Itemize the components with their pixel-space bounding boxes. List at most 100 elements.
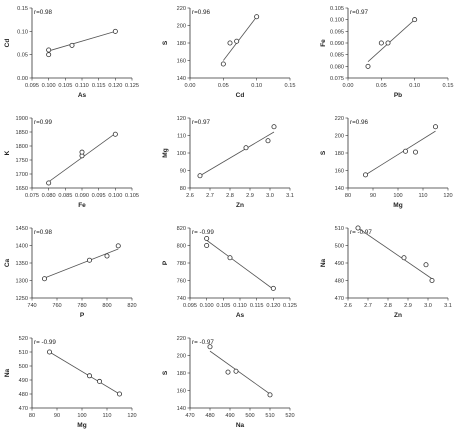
x-tick-label: 760 bbox=[52, 303, 61, 309]
data-point bbox=[363, 172, 369, 178]
x-tick-label: 0.15 bbox=[285, 83, 296, 89]
correlation-label: r=0.97 bbox=[350, 9, 369, 16]
correlation-label: r=0.98 bbox=[34, 229, 53, 236]
y-tick-label: 780 bbox=[177, 261, 186, 267]
y-tick-label: 0.105 bbox=[330, 6, 344, 12]
y-axis-label: K bbox=[4, 150, 11, 155]
x-tick-label: 0.095 bbox=[183, 303, 197, 309]
y-tick-label: 160 bbox=[177, 389, 186, 395]
data-point bbox=[413, 149, 419, 155]
y-tick-label: 80 bbox=[180, 186, 186, 192]
y-tick-label: 1750 bbox=[16, 158, 28, 164]
x-tick-label: 0.125 bbox=[283, 303, 297, 309]
x-tick-label: 470 bbox=[185, 413, 194, 419]
correlation-label: r=0.96 bbox=[192, 9, 211, 16]
data-point bbox=[365, 63, 371, 69]
x-tick-label: 820 bbox=[127, 303, 136, 309]
y-axis-label: S bbox=[320, 150, 327, 155]
x-axis-label: Na bbox=[236, 422, 245, 429]
correlation-label: r= -0.99 bbox=[192, 229, 214, 236]
y-tick-label: 200 bbox=[335, 134, 344, 140]
data-point bbox=[117, 391, 123, 397]
scatter-panel-9: 2.6 2.7 2.8 2.9 3.0 3.1 470 480 490 500 510 Zn Na r= … bbox=[320, 225, 452, 319]
data-point bbox=[225, 369, 231, 375]
y-tick-label: 820 bbox=[177, 226, 186, 232]
y-tick-label: 140 bbox=[177, 406, 186, 412]
y-tick-label: 180 bbox=[335, 151, 344, 157]
x-tick-label: 2.6 bbox=[186, 193, 194, 199]
y-tick-label: 510 bbox=[19, 350, 28, 356]
data-point bbox=[69, 42, 75, 48]
y-axis-label: Ca bbox=[4, 258, 11, 267]
x-tick-label: 2.6 bbox=[344, 303, 352, 309]
y-tick-label: 100 bbox=[177, 151, 186, 157]
data-point bbox=[46, 180, 52, 186]
correlation-label: r= -0.99 bbox=[34, 339, 56, 346]
x-tick-label: 110 bbox=[419, 193, 428, 199]
y-tick-label: 1800 bbox=[16, 144, 28, 150]
x-tick-label: 3.1 bbox=[444, 303, 452, 309]
y-tick-label: 200 bbox=[177, 354, 186, 360]
data-point bbox=[47, 349, 53, 355]
scatter-panel-4: 0.075 0.080 0.085 0.090 0.095 0.100 0.105 1650 1… bbox=[4, 116, 139, 209]
x-axis-label: Pb bbox=[394, 92, 402, 99]
data-point bbox=[204, 235, 210, 241]
y-tick-label: 140 bbox=[335, 186, 344, 192]
y-tick-label: 0.00 bbox=[17, 76, 28, 82]
y-tick-label: 120 bbox=[177, 116, 186, 122]
x-tick-label: 0.095 bbox=[25, 83, 39, 89]
y-axis-label: Fe bbox=[320, 39, 327, 47]
x-tick-label: 0.125 bbox=[125, 83, 139, 89]
y-tick-label: 1300 bbox=[16, 279, 28, 285]
data-point bbox=[378, 40, 384, 46]
y-axis-label: Cd bbox=[4, 39, 11, 48]
y-tick-label: 220 bbox=[177, 6, 186, 12]
data-point bbox=[46, 52, 52, 58]
x-tick-label: 120 bbox=[443, 193, 452, 199]
data-point bbox=[254, 14, 260, 20]
y-tick-label: 1900 bbox=[16, 116, 28, 122]
y-tick-label: 1400 bbox=[16, 244, 28, 250]
y-axis-label: P bbox=[162, 260, 169, 265]
x-tick-label: 110 bbox=[103, 413, 112, 419]
scatter-panel-8: 0.095 0.100 0.105 0.110 0.115 0.120 0.125 740 76… bbox=[162, 226, 297, 319]
y-tick-label: 0.10 bbox=[17, 29, 28, 35]
fit-line bbox=[49, 351, 120, 395]
y-tick-label: 800 bbox=[177, 244, 186, 250]
fit-line bbox=[223, 16, 257, 61]
y-tick-label: 520 bbox=[19, 336, 28, 342]
x-tick-label: 0.00 bbox=[185, 83, 196, 89]
y-tick-label: 1250 bbox=[16, 296, 28, 302]
data-point bbox=[234, 38, 240, 44]
y-tick-label: 0.090 bbox=[330, 41, 344, 47]
data-point bbox=[87, 373, 93, 379]
correlation-label: r= -0.97 bbox=[350, 229, 372, 236]
x-tick-label: 0.100 bbox=[200, 303, 214, 309]
data-point bbox=[267, 392, 273, 398]
data-point bbox=[97, 378, 103, 384]
x-tick-label: 100 bbox=[77, 413, 86, 419]
x-tick-label: 800 bbox=[102, 303, 111, 309]
data-point bbox=[207, 344, 213, 350]
data-point bbox=[112, 131, 118, 137]
data-point bbox=[355, 225, 361, 231]
y-tick-label: 480 bbox=[19, 392, 28, 398]
x-tick-label: 80 bbox=[345, 193, 351, 199]
data-point bbox=[227, 255, 233, 261]
scatter-panel-2: 0.00 0.05 0.10 0.15 140 160 180 200 220 Cd Sr=0.96 bbox=[162, 6, 296, 99]
correlation-label: r=0.99 bbox=[34, 119, 53, 126]
data-point bbox=[412, 17, 418, 23]
fit-line bbox=[365, 130, 436, 176]
y-tick-label: 160 bbox=[335, 169, 344, 175]
y-tick-label: 1350 bbox=[16, 261, 28, 267]
y-tick-label: 490 bbox=[19, 378, 28, 384]
x-axis-label: Mg bbox=[77, 422, 86, 429]
data-point bbox=[104, 253, 110, 259]
y-tick-label: 90 bbox=[180, 169, 186, 175]
y-tick-label: 470 bbox=[335, 296, 344, 302]
scatter-panel-1: 0.095 0.100 0.105 0.110 0.115 0.120 0.125 0.00 0… bbox=[4, 6, 139, 99]
y-tick-label: 1700 bbox=[16, 172, 28, 178]
scatter-panel-11: 470 480 490 500 510 520 140 160 180 200 220 Na Sr= -… bbox=[162, 336, 295, 429]
correlation-label: r=0.98 bbox=[34, 9, 53, 16]
y-tick-label: 1650 bbox=[16, 186, 28, 192]
